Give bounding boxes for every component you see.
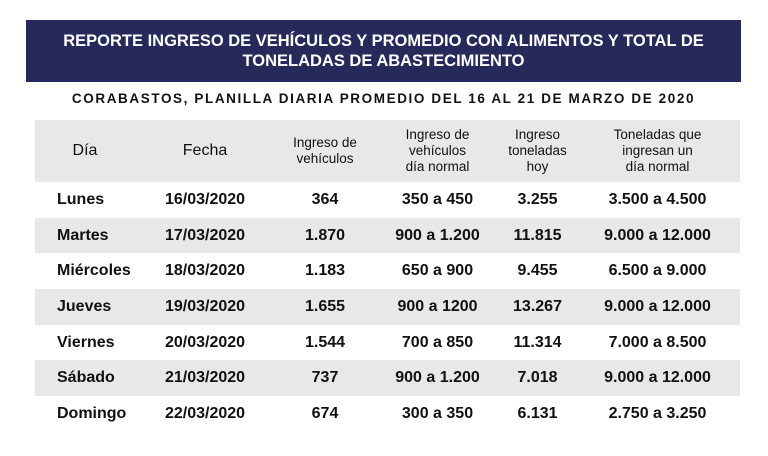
table-row: Viernes 20/03/2020 1.544 700 a 850 11.314 7.0…: [35, 325, 740, 361]
cell-tons-normal: 3.500 a 4.500: [608, 190, 707, 208]
column-header-vehicle-entry-normal: Ingreso de vehículos día normal: [375, 127, 500, 175]
table-body: Lunes 16/03/2020 364 350 a 450 3.255 3.500 a …: [35, 182, 740, 432]
cell-date: 19/03/2020: [164, 297, 246, 315]
cell-vehicle-entry-normal: 700 a 850: [401, 333, 474, 351]
table-row: Sábado 21/03/2020 737 900 a 1.200 7.018 9.000…: [35, 360, 740, 397]
column-header-line: Fecha: [182, 142, 228, 159]
table-row: Domingo 22/03/2020 674 300 a 350 6.131 2.750 …: [35, 396, 740, 432]
cell-tons-normal: 7.000 a 8.500: [608, 333, 707, 351]
cell-day: Lunes: [57, 190, 105, 208]
cell-vehicle-entry: 1.655: [304, 297, 346, 315]
cell-date: 22/03/2020: [164, 404, 246, 422]
column-header-line: hoy: [526, 159, 549, 174]
cell-vehicle-entry-normal: 650 a 900: [401, 262, 474, 280]
column-header-line: toneladas: [508, 143, 567, 158]
report-title: REPORTE INGRESO DE VEHÍCULOS Y PROMEDIO …: [26, 20, 741, 82]
cell-day: Jueves: [57, 297, 112, 315]
cell-tons-today: 9.455: [517, 262, 558, 280]
cell-tons-normal: 9.000 a 12.000: [604, 369, 711, 387]
cell-tons-today: 11.314: [513, 333, 562, 351]
cell-vehicle-entry-normal: 900 a 1.200: [395, 226, 480, 244]
cell-vehicle-entry: 1.870: [304, 226, 346, 244]
cell-vehicle-entry: 364: [311, 190, 339, 208]
vehicle-tonnage-table: Día Fecha Ingreso de vehículos Ingreso de veh…: [35, 120, 740, 432]
cell-tons-today: 11.815: [513, 226, 562, 244]
cell-tons-normal: 6.500 a 9.000: [608, 262, 707, 280]
column-header-line: Ingreso de: [405, 127, 470, 142]
column-header-tons-normal: Toneladas que ingresan un día normal: [575, 127, 740, 175]
column-header-line: Ingreso de: [293, 135, 357, 150]
cell-tons-normal: 9.000 a 12.000: [604, 297, 711, 315]
cell-vehicle-entry: 1.544: [304, 333, 346, 351]
cell-tons-today: 7.018: [517, 369, 558, 387]
report-subtitle: CORABASTOS, PLANILLA DIARIA PROMEDIO DEL…: [71, 91, 696, 106]
cell-vehicle-entry: 737: [311, 369, 339, 387]
cell-date: 18/03/2020: [164, 262, 246, 280]
column-header-line: ingresan un: [622, 143, 693, 158]
cell-vehicle-entry-normal: 350 a 450: [401, 190, 474, 208]
cell-tons-today: 3.255: [517, 190, 558, 208]
column-header-line: vehículos: [408, 143, 467, 158]
report-title-line-1: REPORTE INGRESO DE VEHÍCULOS Y PROMEDIO …: [63, 32, 704, 50]
column-header-date: Fecha: [135, 143, 275, 159]
column-header-line: Ingreso: [514, 127, 561, 142]
cell-tons-today: 6.131: [517, 404, 558, 422]
cell-date: 20/03/2020: [164, 333, 246, 351]
cell-day: Domingo: [57, 404, 127, 422]
cell-vehicle-entry-normal: 900 a 1.200: [395, 369, 480, 387]
cell-vehicle-entry: 1.183: [304, 262, 346, 280]
cell-day: Sábado: [57, 369, 115, 387]
cell-tons-normal: 9.000 a 12.000: [604, 226, 711, 244]
report-title-line-2: TONELADAS DE ABASTECIMIENTO: [242, 52, 525, 70]
column-header-tons-today: Ingreso toneladas hoy: [500, 127, 575, 175]
cell-vehicle-entry: 674: [311, 404, 339, 422]
cell-day: Martes: [57, 226, 109, 244]
cell-tons-normal: 2.750 a 3.250: [608, 404, 707, 422]
cell-date: 17/03/2020: [164, 226, 246, 244]
table-header-row: Día Fecha Ingreso de vehículos Ingreso de veh…: [35, 120, 740, 182]
cell-vehicle-entry-normal: 300 a 350: [401, 404, 474, 422]
table-row: Lunes 16/03/2020 364 350 a 450 3.255 3.500 a …: [35, 182, 740, 218]
column-header-line: vehículos: [296, 151, 354, 166]
cell-day: Miércoles: [57, 262, 131, 280]
cell-tons-today: 13.267: [513, 297, 562, 315]
table-row: Jueves 19/03/2020 1.655 900 a 1200 13.267 9.0…: [35, 289, 740, 325]
table-row: Martes 17/03/2020 1.870 900 a 1.200 11.815 9.…: [35, 217, 740, 254]
column-header-line: Toneladas que: [613, 127, 702, 142]
cell-day: Viernes: [57, 333, 115, 351]
cell-vehicle-entry-normal: 900 a 1200: [397, 297, 478, 315]
column-header-vehicle-entry: Ingreso de vehículos: [275, 135, 375, 167]
column-header-line: día normal: [405, 159, 470, 174]
column-header-line: Día: [72, 142, 98, 159]
table-row: Miércoles 18/03/2020 1.183 650 a 900 9.455 6.…: [35, 253, 740, 289]
cell-date: 16/03/2020: [164, 190, 246, 208]
column-header-day: Día: [35, 143, 135, 159]
column-header-line: día normal: [625, 159, 690, 174]
cell-date: 21/03/2020: [164, 369, 246, 387]
